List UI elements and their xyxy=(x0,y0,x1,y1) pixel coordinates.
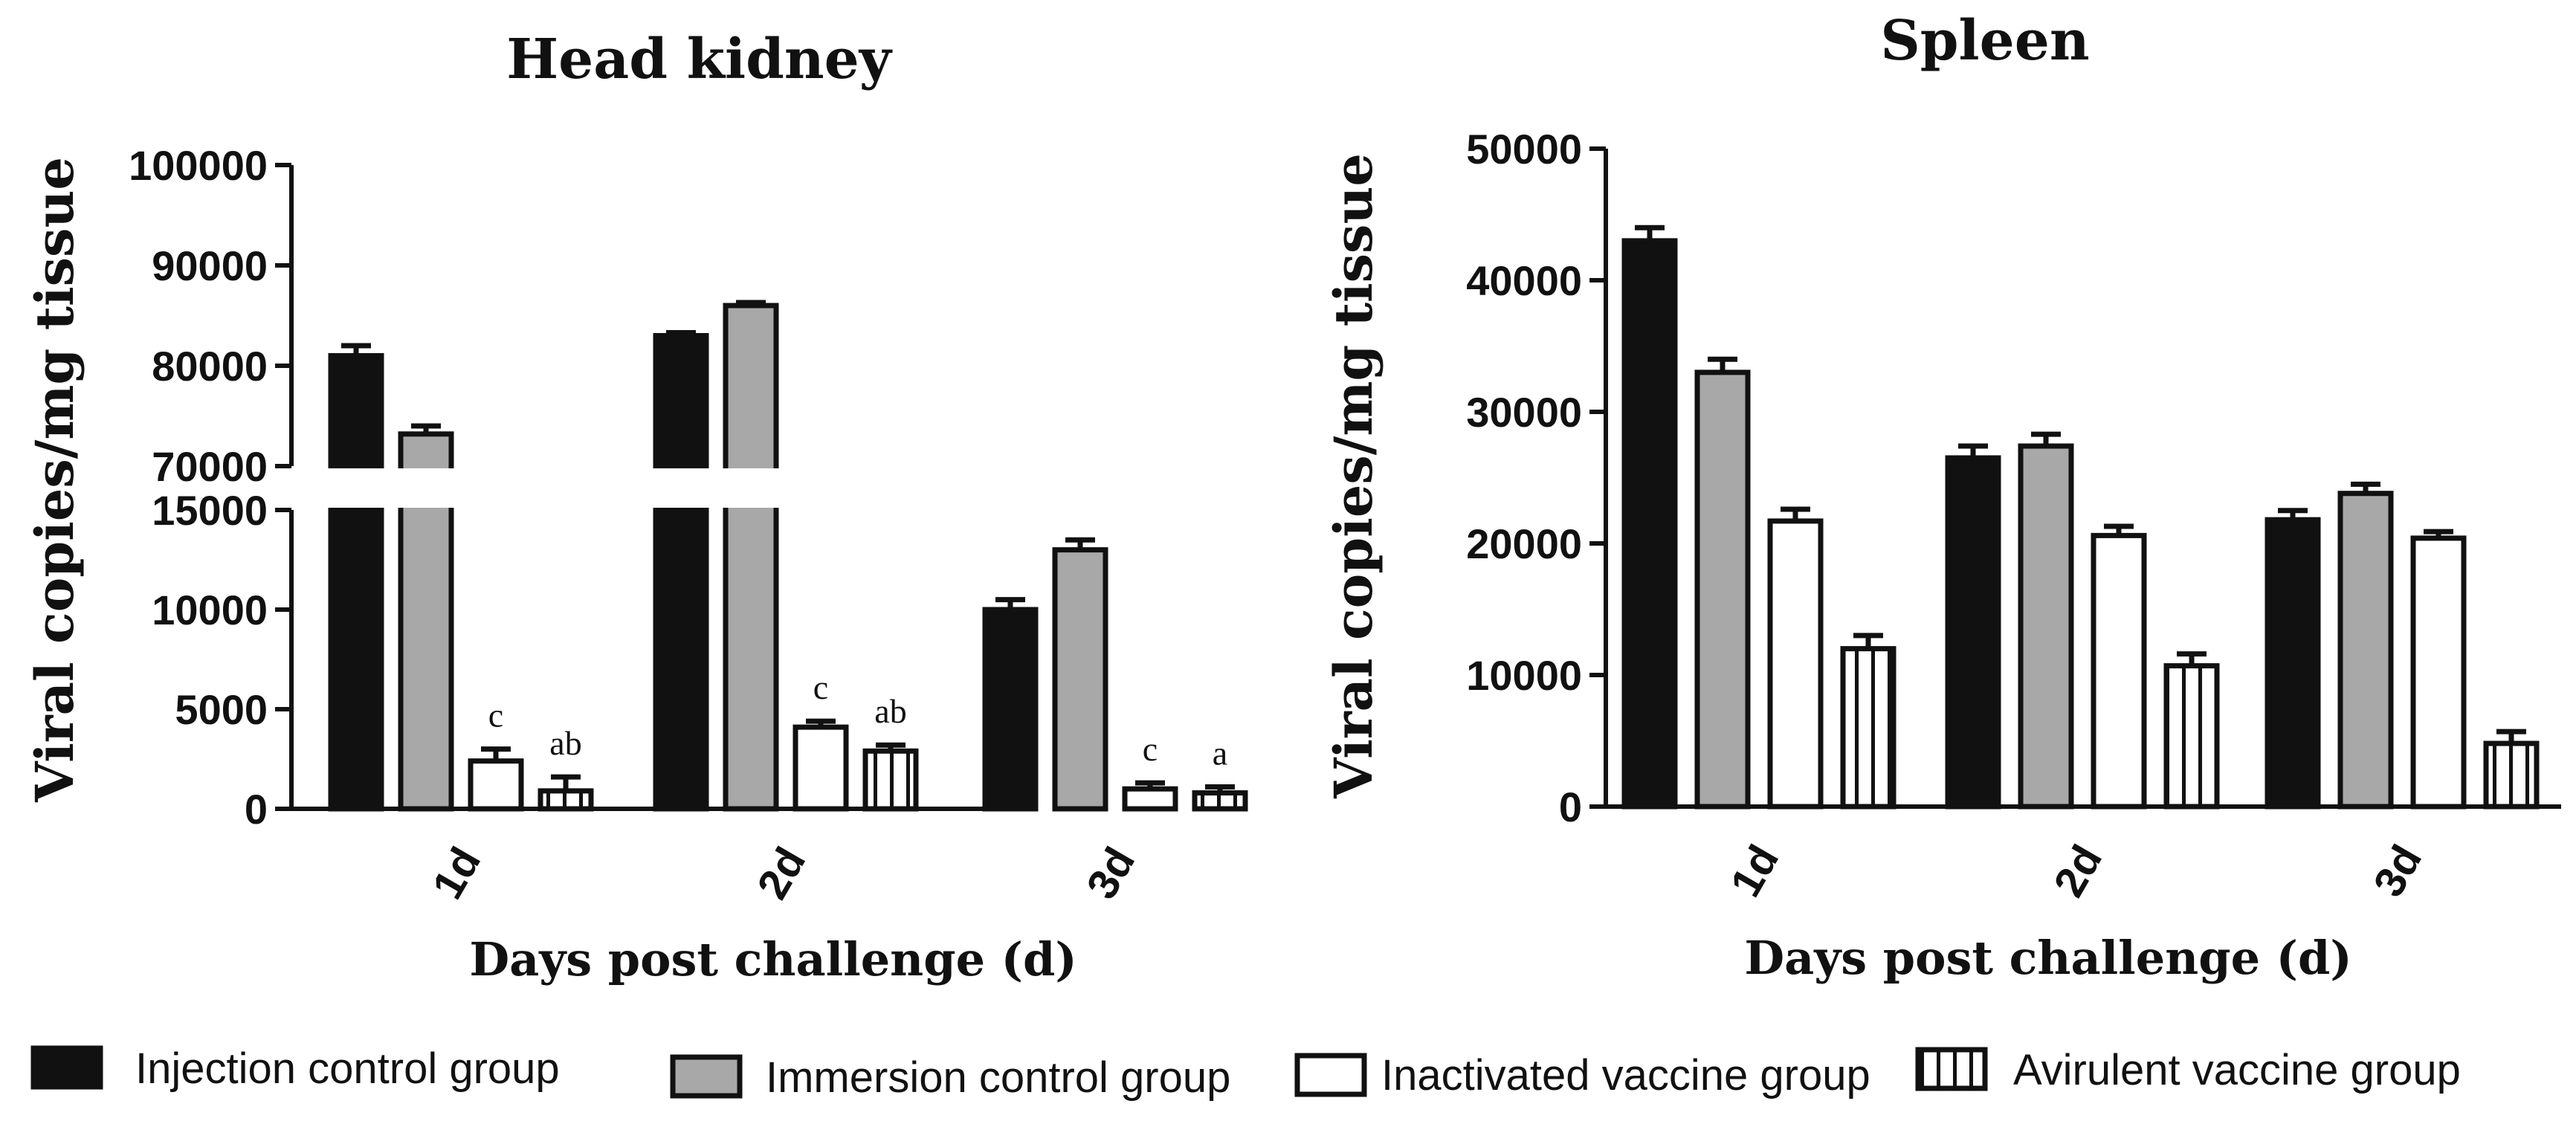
spleen-bar-immersion-control-group-1d xyxy=(1694,369,1751,810)
spleen-category-label: 1d xyxy=(1721,837,1788,905)
spleen-bar-avirulent-vaccine-group-1d xyxy=(1840,646,1897,810)
spleen-bar-injection-control-group-1d xyxy=(1621,238,1678,810)
head-kidney-bar-inactivated-vaccine-group-3d xyxy=(1122,786,1178,812)
spleen-y-tick-label: 30000 xyxy=(1466,389,1582,436)
head-kidney-bar-inactivated-vaccine-group-1d xyxy=(468,758,524,812)
head-kidney-significance-label: a xyxy=(1213,734,1227,772)
spleen-bar-injection-control-group-3d xyxy=(2265,517,2321,810)
spleen-bar-injection-control-group-2d xyxy=(1945,455,2001,810)
head-kidney-significance-label: c xyxy=(813,668,828,706)
head-kidney-significance-label: c xyxy=(1143,730,1158,768)
spleen-x-label: Days post challenge (d) xyxy=(1744,931,2351,985)
head-kidney-title: Head kidney xyxy=(506,28,892,91)
spleen-chart: Spleen Viral copies/mg tissue Days post … xyxy=(1323,9,2561,985)
head-kidney-significance-label: ab xyxy=(549,724,581,762)
spleen-y-tick-label: 0 xyxy=(1559,784,1582,830)
spleen-bar-inactivated-vaccine-group-2d xyxy=(2091,532,2147,810)
spleen-y-tick-label: 20000 xyxy=(1466,520,1582,567)
spleen-bar-inactivated-vaccine-group-1d xyxy=(1767,518,1824,810)
legend-swatch-immersion-control xyxy=(670,1054,743,1099)
legend-label-inactivated-vaccine: Inactivated vaccine group xyxy=(1381,1051,1870,1099)
head-kidney-bar-inactivated-vaccine-group-2d xyxy=(793,724,849,812)
head-kidney-y-tick-label: 15000 xyxy=(152,487,268,534)
head-kidney-x-label: Days post challenge (d) xyxy=(469,932,1076,986)
spleen-bar-immersion-control-group-2d xyxy=(2018,443,2074,810)
head-kidney-chart: Head kidney Viral copies/mg tissue Days … xyxy=(24,28,1248,986)
head-kidney-bar-injection-control-group-1d xyxy=(328,353,384,812)
head-kidney-y-tick-label: 70000 xyxy=(152,443,268,490)
head-kidney-significance-label: c xyxy=(488,697,503,734)
spleen-bar-immersion-control-group-3d xyxy=(2337,491,2394,810)
head-kidney-y-tick-label: 0 xyxy=(245,786,268,833)
head-kidney-bar-injection-control-group-2d xyxy=(653,333,709,812)
legend-swatch-avirulent-vaccine xyxy=(1915,1047,1988,1091)
spleen-y-tick-label: 40000 xyxy=(1466,257,1582,304)
head-kidney-y-label: Viral copies/mg tissue xyxy=(24,157,85,803)
legend-label-injection-control: Injection control group xyxy=(135,1044,560,1093)
legend: Injection control group Immersion contro… xyxy=(0,1023,2576,1127)
spleen-y-label: Viral copies/mg tissue xyxy=(1323,153,1384,799)
spleen-y-tick-label: 50000 xyxy=(1466,126,1582,172)
legend-label-avirulent-vaccine: Avirulent vaccine group xyxy=(2013,1046,2461,1094)
spleen-title: Spleen xyxy=(1880,9,2089,73)
head-kidney-y-tick-label: 5000 xyxy=(175,686,268,733)
head-kidney-bar-avirulent-vaccine-group-1d xyxy=(538,788,594,812)
head-kidney-y-tick-label: 90000 xyxy=(152,242,268,289)
spleen-bar-avirulent-vaccine-group-3d xyxy=(2483,740,2540,810)
legend-swatch-injection-control xyxy=(30,1045,103,1090)
head-kidney-category-label: 2d xyxy=(748,839,815,907)
spleen-category-label: 2d xyxy=(2044,837,2111,905)
head-kidney-axis-break xyxy=(283,468,1026,508)
head-kidney-y-tick-label: 10000 xyxy=(152,587,268,633)
spleen-y-tick-label: 10000 xyxy=(1466,652,1582,699)
head-kidney-significance-label: ab xyxy=(874,692,906,730)
head-kidney-bar-avirulent-vaccine-group-3d xyxy=(1192,790,1248,812)
head-kidney-category-label: 1d xyxy=(423,839,490,907)
spleen-bar-avirulent-vaccine-group-2d xyxy=(2163,663,2220,810)
head-kidney-bar-immersion-control-group-2d xyxy=(723,303,779,812)
legend-swatch-inactivated-vaccine xyxy=(1294,1053,1367,1097)
spleen-bar-inactivated-vaccine-group-3d xyxy=(2410,535,2467,810)
head-kidney-y-tick-label: 100000 xyxy=(129,142,268,189)
head-kidney-bar-injection-control-group-3d xyxy=(982,607,1039,812)
spleen-category-label: 3d xyxy=(2364,837,2431,905)
head-kidney-bar-avirulent-vaccine-group-2d xyxy=(862,748,919,812)
head-kidney-y-tick-label: 80000 xyxy=(152,343,268,390)
head-kidney-category-label: 3d xyxy=(1077,839,1144,907)
head-kidney-bar-immersion-control-group-3d xyxy=(1052,547,1108,812)
legend-label-immersion-control: Immersion control group xyxy=(766,1053,1230,1102)
